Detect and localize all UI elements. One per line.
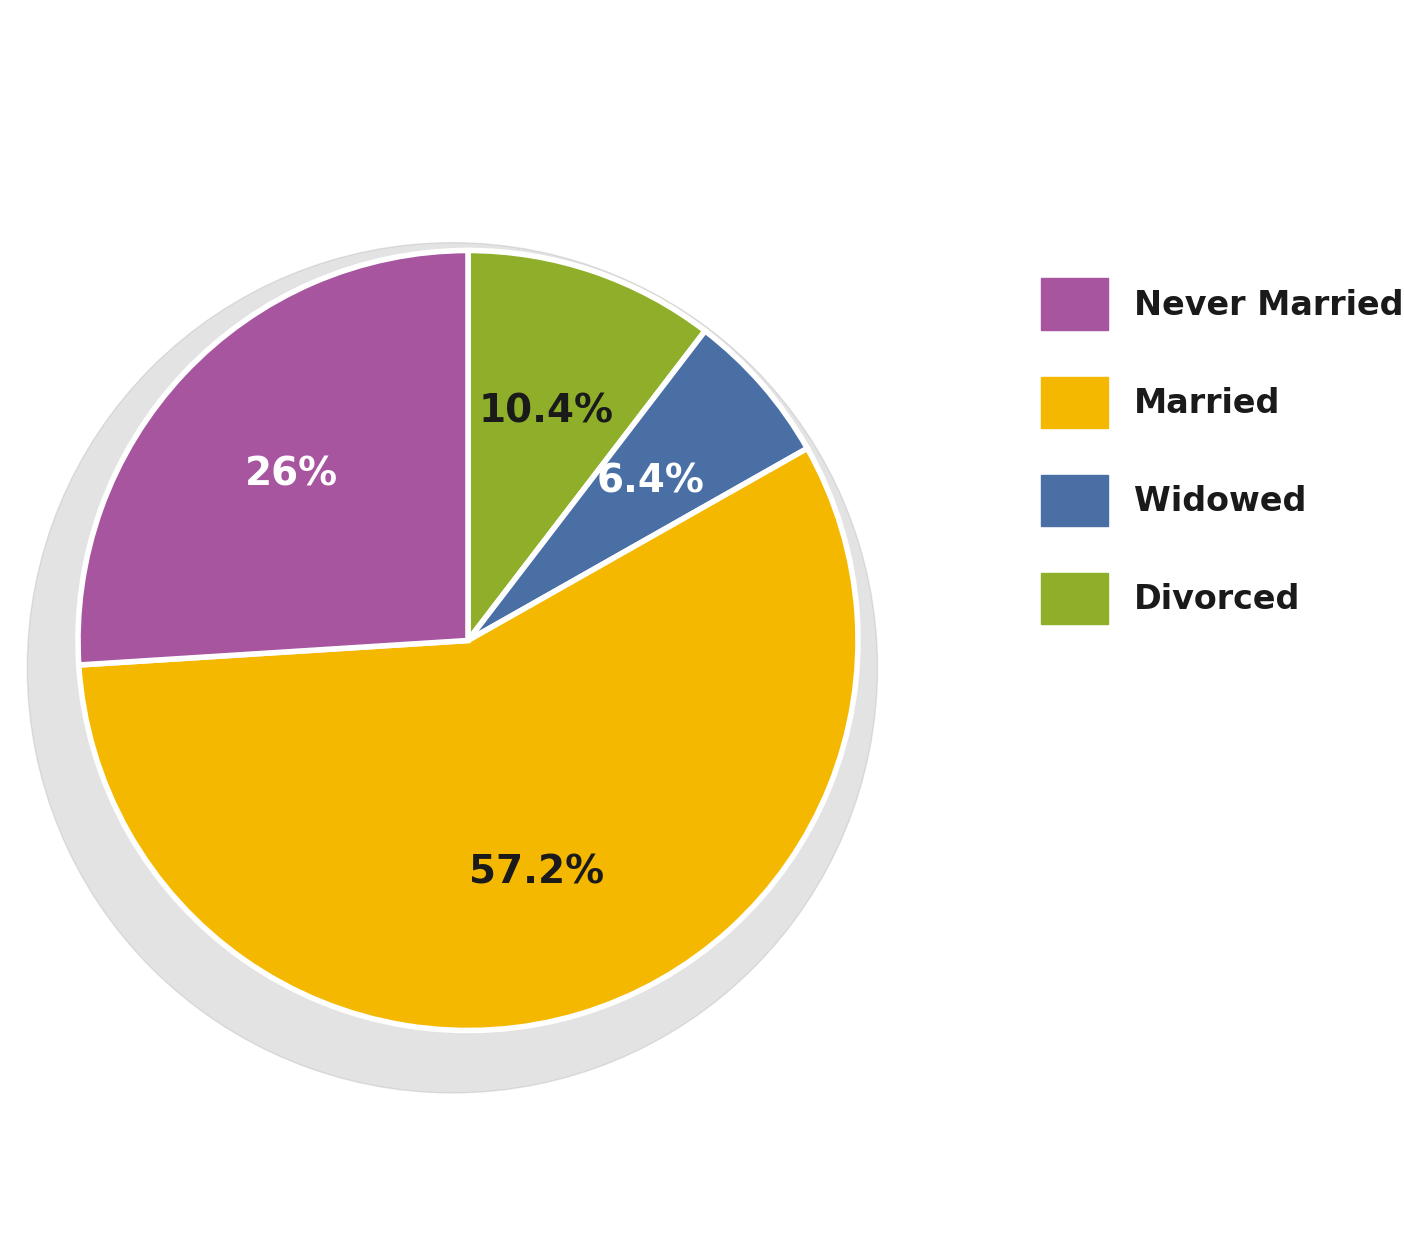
Wedge shape xyxy=(79,448,858,1031)
Ellipse shape xyxy=(27,242,878,1093)
Text: 57.2%: 57.2% xyxy=(469,853,605,892)
Wedge shape xyxy=(468,330,807,641)
Wedge shape xyxy=(468,251,705,641)
Legend: Never Married, Married, Widowed, Divorced: Never Married, Married, Widowed, Divorce… xyxy=(1028,265,1404,637)
Wedge shape xyxy=(79,251,468,664)
Text: 6.4%: 6.4% xyxy=(597,463,705,501)
Text: 10.4%: 10.4% xyxy=(479,392,614,431)
Text: 26%: 26% xyxy=(246,456,338,494)
